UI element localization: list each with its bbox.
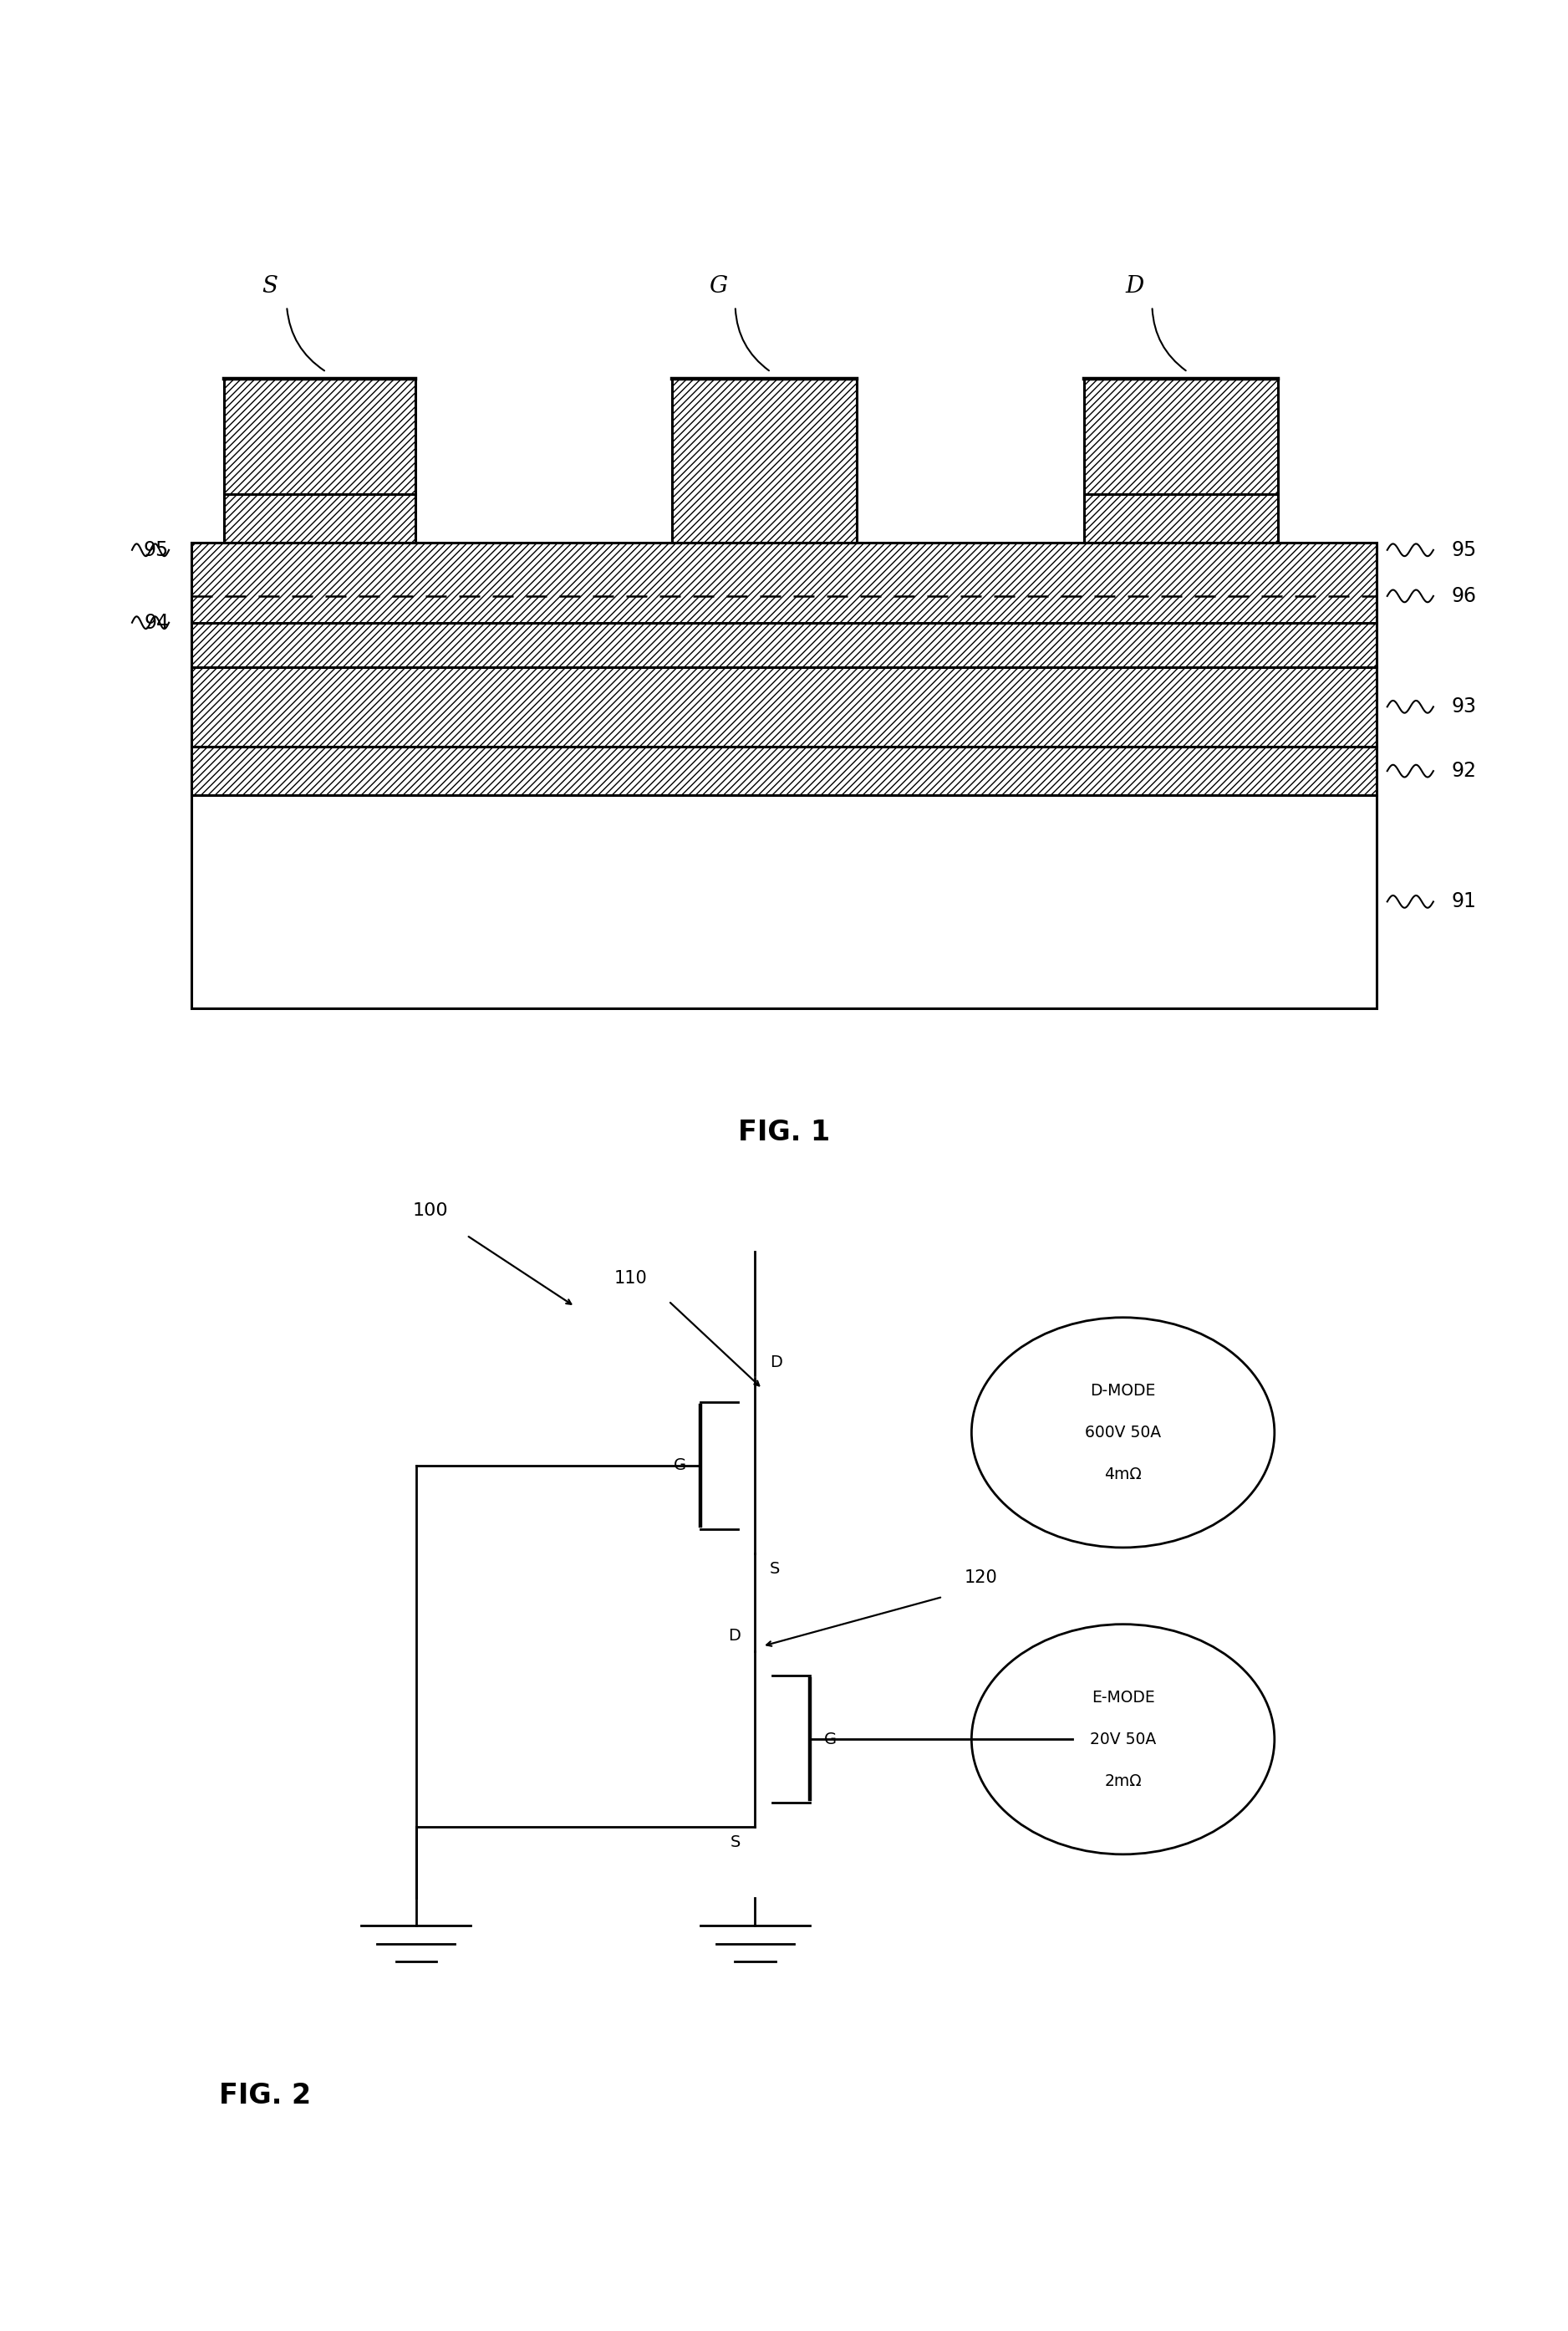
Text: S: S — [731, 1834, 740, 1851]
Text: D: D — [728, 1627, 740, 1643]
Text: 120: 120 — [964, 1569, 997, 1585]
Text: D: D — [1126, 275, 1145, 298]
Bar — [191, 543, 1377, 667]
Bar — [191, 795, 1377, 1007]
Bar — [673, 380, 856, 543]
Text: G: G — [673, 1457, 685, 1473]
Text: 91: 91 — [1452, 890, 1477, 911]
Text: FIG. 1: FIG. 1 — [739, 1119, 829, 1147]
Text: 600V 50A: 600V 50A — [1085, 1424, 1160, 1441]
Text: 96: 96 — [1452, 585, 1477, 606]
Text: 92: 92 — [1452, 760, 1477, 781]
Text: E-MODE: E-MODE — [1091, 1690, 1154, 1706]
Text: 2mΩ: 2mΩ — [1104, 1774, 1142, 1788]
Text: D: D — [770, 1354, 782, 1371]
Text: 94: 94 — [144, 613, 169, 632]
Text: FIG. 2: FIG. 2 — [218, 2082, 310, 2110]
Text: S: S — [770, 1562, 779, 1576]
Text: 95: 95 — [144, 541, 169, 559]
Text: 110: 110 — [613, 1270, 648, 1287]
Text: 20V 50A: 20V 50A — [1090, 1732, 1156, 1748]
Text: 93: 93 — [1452, 697, 1477, 718]
Text: 95: 95 — [1452, 541, 1477, 559]
Text: D-MODE: D-MODE — [1090, 1382, 1156, 1399]
Bar — [224, 380, 416, 543]
Bar — [191, 667, 1377, 746]
Text: G: G — [709, 275, 728, 298]
Text: S: S — [262, 275, 278, 298]
Text: G: G — [825, 1732, 837, 1748]
Bar — [191, 746, 1377, 795]
Text: 4mΩ: 4mΩ — [1104, 1466, 1142, 1483]
Text: 100: 100 — [412, 1203, 448, 1219]
Bar — [1085, 380, 1278, 543]
